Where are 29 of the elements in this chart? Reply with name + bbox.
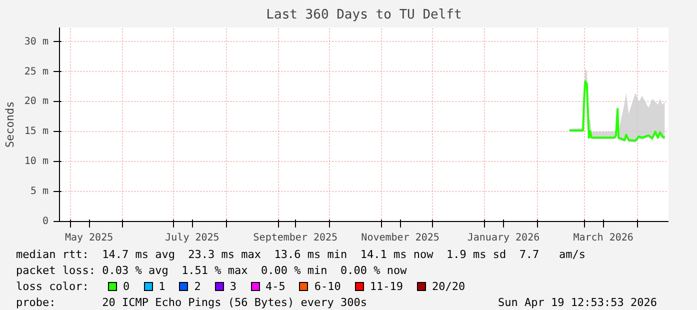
x-tick-label: January 2026 xyxy=(467,232,540,244)
legend-label: 11-19 xyxy=(370,280,403,293)
y-tick-label: 30 m xyxy=(24,36,49,48)
y-tick-label: 5 m xyxy=(30,186,48,198)
x-tick-label: September 2025 xyxy=(253,232,338,244)
legend-title: loss color: xyxy=(16,279,90,295)
legend-label: 1 xyxy=(158,280,166,293)
text: probe: 20 ICMP Echo Pings (56 Bytes) every 300s xyxy=(16,295,367,310)
y-tick-label: 10 m xyxy=(24,156,49,168)
legend-label: 20/20 xyxy=(432,280,466,293)
legend-label: 2 xyxy=(194,280,201,293)
line-series xyxy=(568,80,666,142)
chart-title: Last 360 Days to TU Delft xyxy=(266,8,462,22)
legend-label: 6-10 xyxy=(314,280,341,293)
y-tick-label: 20 m xyxy=(24,96,49,108)
legend-label: 3 xyxy=(230,280,236,293)
legend-label: 4-5 xyxy=(266,280,286,293)
y-tick-label: 0 xyxy=(42,216,49,227)
x-tick-label: November 2025 xyxy=(361,232,440,244)
x-tick-label: May 2025 xyxy=(64,232,114,244)
x-tick-label: July 2025 xyxy=(165,232,220,244)
text: Sun Apr 19 12:53:53 2026 xyxy=(498,295,657,310)
legend-label: 0 xyxy=(123,280,130,293)
text: packet loss: 0.03 % avg 1.51 % max 0.00 % min 0.00 % now xyxy=(15,263,407,279)
y-axis-title: Seconds xyxy=(3,101,16,148)
y-tick-label: 25 m xyxy=(24,66,49,78)
text: median rtt: 14.7 ms avg 23.3 ms max 13.6 ms min 14.1 ms now 1.9 ms sd 7.7 am/s xyxy=(15,247,586,263)
y-tick-label: 15 m xyxy=(24,126,49,138)
x-tick-label: March 2026 xyxy=(573,232,634,244)
